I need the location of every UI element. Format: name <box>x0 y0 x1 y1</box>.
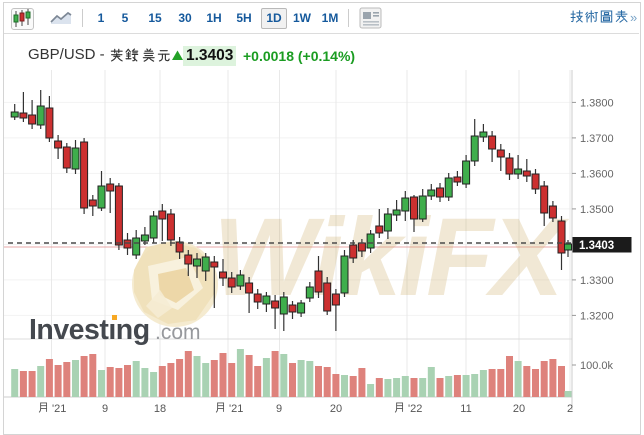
svg-text:18: 18 <box>154 403 166 415</box>
svg-text:'21: '21 <box>229 403 243 415</box>
svg-text:1.3700: 1.3700 <box>580 133 614 145</box>
svg-text:20: 20 <box>330 403 342 415</box>
svg-text:100.0k: 100.0k <box>580 360 614 372</box>
svg-text:1.3403: 1.3403 <box>579 240 614 252</box>
svg-text:.com: .com <box>155 321 201 344</box>
svg-text:»: » <box>630 10 637 25</box>
svg-text:2: 2 <box>567 403 573 415</box>
svg-text:'21: '21 <box>52 403 66 415</box>
svg-text:9: 9 <box>102 403 108 415</box>
svg-text:9: 9 <box>276 403 282 415</box>
svg-text:20: 20 <box>513 403 525 415</box>
svg-text:1.3800: 1.3800 <box>580 97 614 109</box>
svg-text:1.3300: 1.3300 <box>580 275 614 287</box>
svg-text:1.3600: 1.3600 <box>580 168 614 180</box>
svg-text:'22: '22 <box>408 403 422 415</box>
svg-text:Investıng: Investıng <box>29 314 150 346</box>
svg-text:11: 11 <box>460 403 471 415</box>
svg-text:1.3500: 1.3500 <box>580 204 614 216</box>
svg-text:WikiFX: WikiFX <box>213 196 569 319</box>
svg-text:1.3200: 1.3200 <box>580 310 614 322</box>
